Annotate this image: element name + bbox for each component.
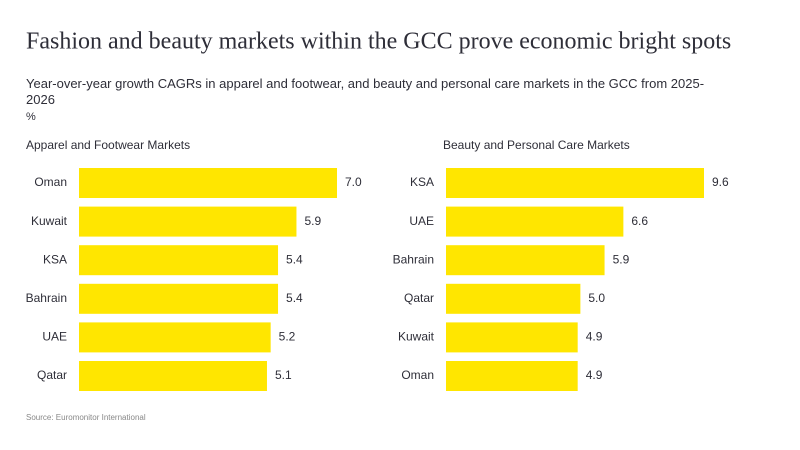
category-label: UAE: [409, 214, 434, 228]
bar: [446, 283, 581, 314]
bar: [446, 322, 578, 353]
panel-title: Apparel and Footwear Markets: [26, 138, 190, 152]
category-label: KSA: [410, 175, 434, 189]
value-label: 5.4: [286, 291, 303, 305]
value-label: 5.4: [286, 252, 303, 266]
value-label: 5.0: [588, 291, 605, 305]
category-label: Bahrain: [26, 291, 67, 305]
bar: [446, 206, 624, 237]
bar: [79, 245, 279, 276]
subtitle-box: Year-over-year growth CAGRs in apparel a…: [26, 76, 705, 107]
value-label: 5.9: [304, 214, 321, 228]
category-label: Oman: [34, 175, 67, 189]
value-label: 7.0: [345, 175, 362, 189]
page-title: Fashion and beauty markets within the GC…: [26, 29, 731, 55]
value-label: 6.6: [631, 214, 648, 228]
category-label: Bahrain: [393, 252, 434, 266]
category-label: KSA: [43, 252, 67, 266]
category-label: Qatar: [37, 368, 67, 382]
bar: [79, 361, 267, 391]
category-label: UAE: [42, 330, 67, 344]
panel-title: Beauty and Personal Care Markets: [443, 138, 630, 152]
source: Source: Euromonitor International: [26, 413, 146, 422]
bar: [446, 245, 605, 276]
subtitle: Year-over-year growth CAGRs in apparel a…: [26, 76, 705, 107]
bar: [79, 206, 297, 237]
bar: [79, 168, 337, 198]
bar: [446, 361, 578, 391]
bar: [79, 283, 279, 314]
value-label: 5.2: [279, 330, 296, 344]
category-label: Kuwait: [398, 330, 435, 344]
category-label: Oman: [401, 368, 434, 382]
value-label: 4.9: [586, 368, 603, 382]
bar: [446, 168, 704, 198]
value-label: 5.1: [275, 368, 292, 382]
value-label: 5.9: [613, 252, 630, 266]
unit: %: [26, 111, 36, 123]
category-label: Kuwait: [31, 214, 68, 228]
value-label: 9.6: [712, 175, 729, 189]
value-label: 4.9: [586, 330, 603, 344]
bar: [79, 322, 271, 353]
category-label: Qatar: [404, 291, 434, 305]
